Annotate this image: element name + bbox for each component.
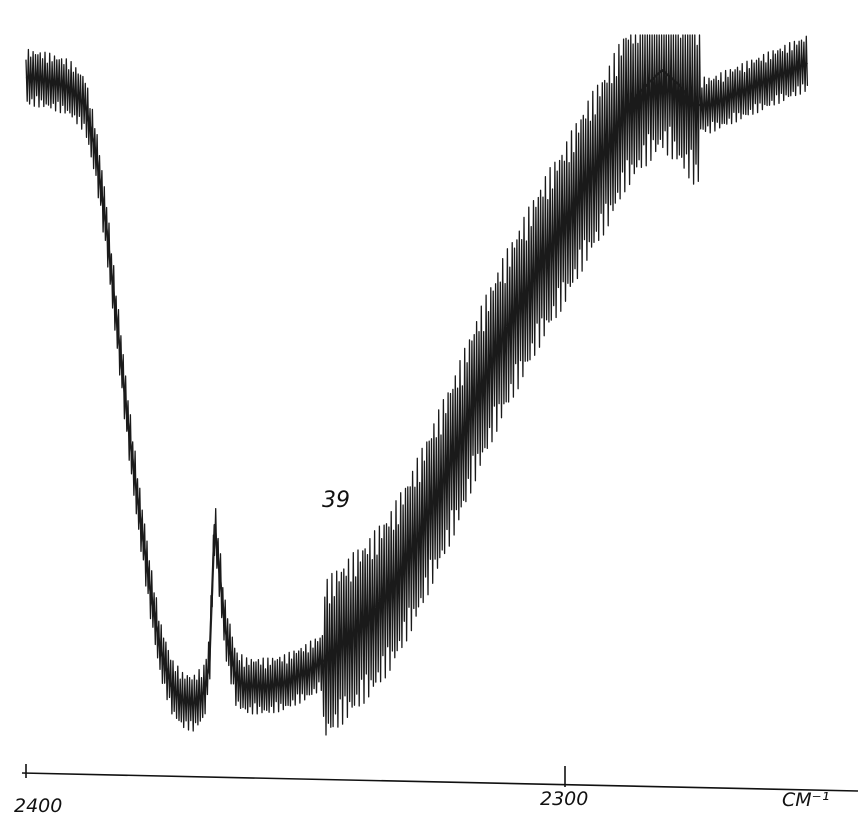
plot-area bbox=[25, 34, 809, 736]
spectrum-trace bbox=[25, 34, 809, 736]
x-tick-label-2300: 2300 bbox=[540, 788, 588, 810]
annotation-peak-39: 39 bbox=[322, 488, 350, 513]
x-axis-line bbox=[21, 772, 859, 792]
x-axis-unit: CM⁻¹ bbox=[782, 789, 829, 811]
x-tick-label-2400: 2400 bbox=[14, 795, 62, 817]
